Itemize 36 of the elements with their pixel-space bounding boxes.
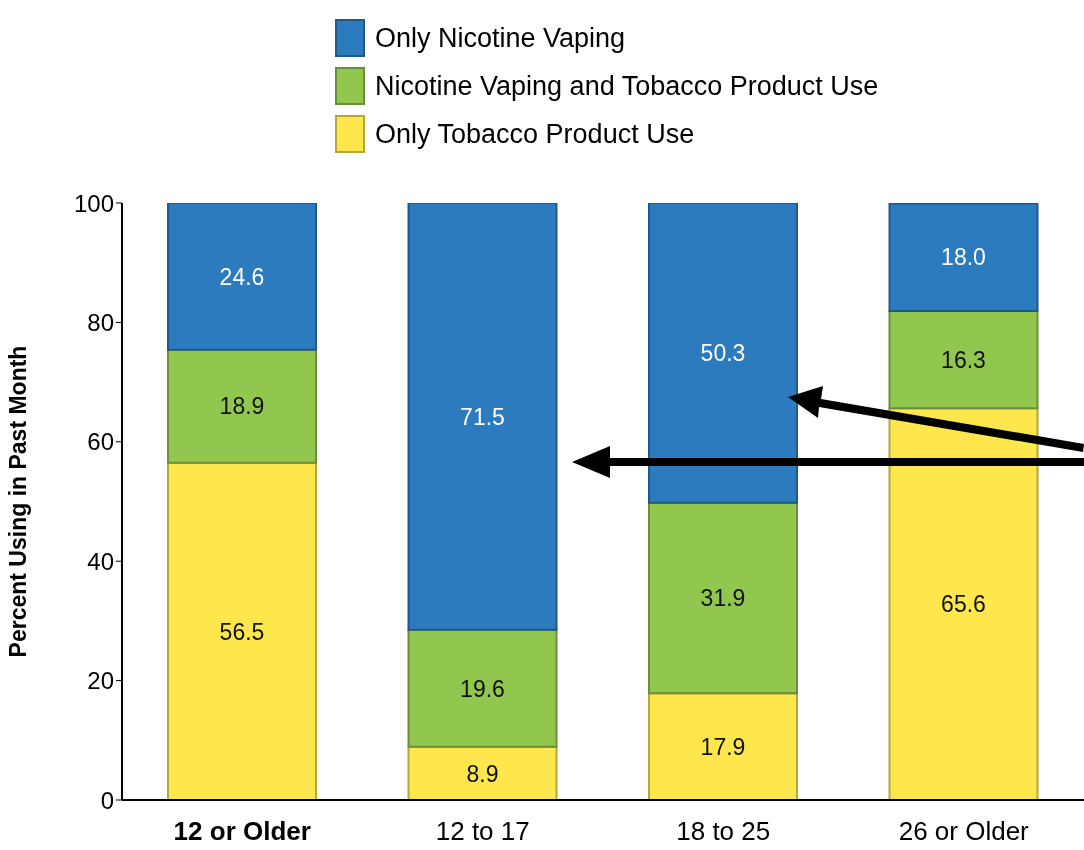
y-tick-label: 80	[87, 308, 114, 336]
data-label: 56.5	[219, 618, 265, 645]
bar	[407, 745, 558, 800]
data-label: 17.9	[700, 733, 746, 760]
y-tick-label: 40	[87, 547, 114, 575]
bar	[648, 692, 798, 800]
data-label: 31.9	[700, 585, 746, 612]
bar	[167, 203, 317, 351]
y-tick-label: 60	[87, 428, 114, 456]
data-label: 8.9	[466, 760, 499, 787]
x-tick-label: 18 to 25	[676, 816, 771, 846]
x-tick-label: 12 to 17	[435, 816, 530, 846]
legend-label: Nicotine Vaping and Tobacco Product Use	[375, 70, 879, 102]
x-tick-label: 26 or Older	[898, 816, 1030, 846]
bar	[167, 461, 317, 800]
legend-label: Only Tobacco Product Use	[375, 118, 695, 150]
data-label: 19.6	[460, 675, 505, 702]
bar	[888, 203, 1039, 313]
data-label: 71.5	[460, 403, 505, 430]
y-tick-label: 0	[100, 786, 114, 814]
data-label: 65.6	[941, 591, 986, 618]
y-tick-label: 100	[73, 189, 114, 217]
y-tick-label: 20	[87, 667, 114, 695]
data-label: 18.0	[941, 244, 986, 271]
bar	[407, 203, 558, 631]
bar	[167, 348, 317, 464]
x-tick-label: 12 or Older	[173, 816, 311, 846]
y-axis-title: Percent Using in Past Month	[5, 345, 32, 658]
data-label: 18.9	[219, 393, 265, 420]
bar	[407, 628, 558, 748]
bar	[648, 203, 798, 504]
data-label: 24.6	[219, 263, 265, 290]
legend-label: Only Nicotine Vaping	[375, 22, 626, 54]
data-label: 16.3	[941, 346, 986, 373]
bar	[648, 501, 798, 695]
data-label: 50.3	[700, 340, 746, 367]
